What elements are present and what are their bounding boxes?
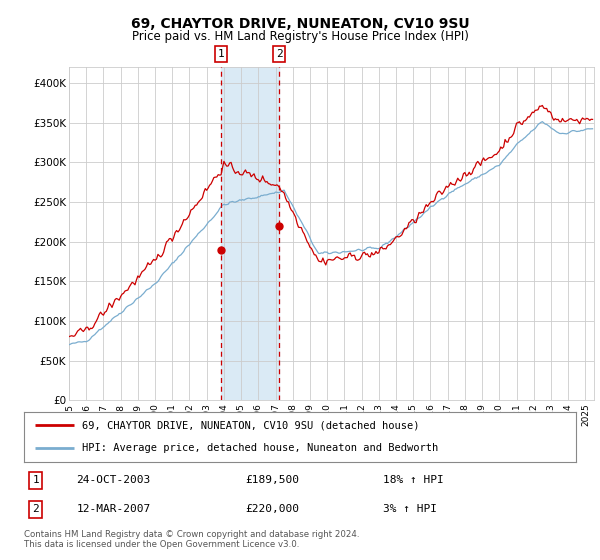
Text: Contains HM Land Registry data © Crown copyright and database right 2024.
This d: Contains HM Land Registry data © Crown c… [24, 530, 359, 549]
Text: 69, CHAYTOR DRIVE, NUNEATON, CV10 9SU: 69, CHAYTOR DRIVE, NUNEATON, CV10 9SU [131, 17, 469, 31]
Text: 1: 1 [217, 49, 224, 59]
Text: 1: 1 [32, 475, 39, 486]
Text: 3% ↑ HPI: 3% ↑ HPI [383, 505, 437, 515]
Text: 69, CHAYTOR DRIVE, NUNEATON, CV10 9SU (detached house): 69, CHAYTOR DRIVE, NUNEATON, CV10 9SU (d… [82, 420, 419, 430]
Text: £189,500: £189,500 [245, 475, 299, 486]
Text: 2: 2 [276, 49, 283, 59]
Text: 18% ↑ HPI: 18% ↑ HPI [383, 475, 443, 486]
Text: 2: 2 [32, 505, 39, 515]
Text: 24-OCT-2003: 24-OCT-2003 [76, 475, 151, 486]
Text: HPI: Average price, detached house, Nuneaton and Bedworth: HPI: Average price, detached house, Nune… [82, 444, 438, 454]
Text: 12-MAR-2007: 12-MAR-2007 [76, 505, 151, 515]
Text: £220,000: £220,000 [245, 505, 299, 515]
Bar [221, 67, 279, 400]
Text: Price paid vs. HM Land Registry's House Price Index (HPI): Price paid vs. HM Land Registry's House … [131, 30, 469, 43]
